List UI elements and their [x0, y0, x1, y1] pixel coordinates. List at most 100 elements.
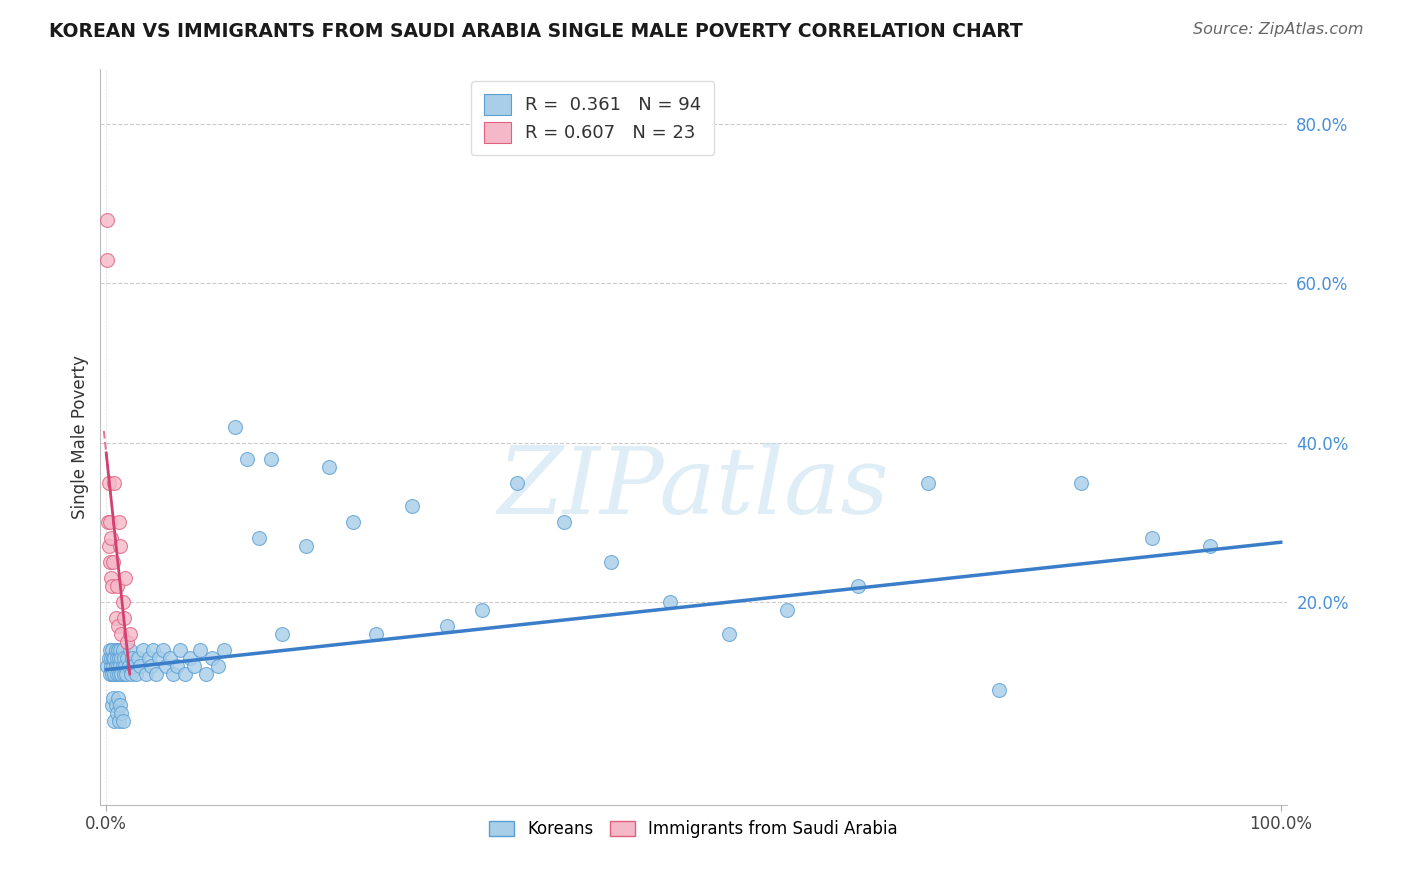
Point	[152, 642, 174, 657]
Point	[117, 634, 139, 648]
Point	[100, 571, 122, 585]
Point	[118, 627, 141, 641]
Point	[110, 666, 132, 681]
Point	[212, 642, 235, 657]
Point	[129, 658, 152, 673]
Point	[295, 539, 318, 553]
Point	[271, 627, 294, 641]
Point	[1140, 531, 1163, 545]
Point	[776, 603, 799, 617]
Point	[318, 459, 340, 474]
Point	[122, 658, 145, 673]
Point	[103, 690, 125, 705]
Point	[112, 666, 135, 681]
Legend: Koreans, Immigrants from Saudi Arabia: Koreans, Immigrants from Saudi Arabia	[482, 814, 904, 845]
Point	[103, 666, 125, 681]
Point	[107, 658, 129, 673]
Point	[138, 650, 160, 665]
Point	[179, 650, 201, 665]
Point	[115, 666, 138, 681]
Point	[148, 650, 170, 665]
Point	[110, 698, 132, 713]
Text: ZIPatlas: ZIPatlas	[498, 443, 890, 533]
Point	[224, 419, 246, 434]
Point	[124, 666, 146, 681]
Point	[188, 642, 211, 657]
Point	[103, 650, 125, 665]
Point	[101, 698, 124, 713]
Point	[135, 666, 157, 681]
Point	[98, 555, 121, 569]
Point	[104, 611, 127, 625]
Point	[127, 650, 149, 665]
Point	[917, 475, 939, 490]
Point	[117, 650, 139, 665]
Point	[112, 650, 135, 665]
Point	[436, 619, 458, 633]
Point	[120, 666, 142, 681]
Point	[121, 650, 143, 665]
Point	[108, 666, 131, 681]
Point	[142, 642, 165, 657]
Point	[108, 714, 131, 729]
Point	[105, 579, 128, 593]
Point	[166, 658, 188, 673]
Point	[108, 650, 131, 665]
Point	[110, 658, 132, 673]
Point	[96, 252, 118, 267]
Point	[107, 690, 129, 705]
Point	[1070, 475, 1092, 490]
Point	[195, 666, 218, 681]
Point	[114, 658, 136, 673]
Point	[104, 698, 127, 713]
Point	[174, 666, 197, 681]
Point	[103, 714, 125, 729]
Point	[110, 706, 132, 721]
Point	[103, 650, 125, 665]
Point	[101, 666, 124, 681]
Point	[110, 539, 132, 553]
Text: Source: ZipAtlas.com: Source: ZipAtlas.com	[1194, 22, 1364, 37]
Point	[107, 642, 129, 657]
Point	[107, 619, 129, 633]
Point	[104, 642, 127, 657]
Point	[366, 627, 388, 641]
Point	[600, 555, 623, 569]
Point	[111, 595, 134, 609]
Y-axis label: Single Male Poverty: Single Male Poverty	[72, 355, 89, 519]
Point	[259, 451, 281, 466]
Point	[101, 642, 124, 657]
Point	[471, 603, 494, 617]
Point	[159, 650, 181, 665]
Point	[236, 451, 259, 466]
Point	[97, 650, 120, 665]
Point	[111, 714, 134, 729]
Point	[183, 658, 205, 673]
Point	[131, 642, 153, 657]
Point	[139, 658, 162, 673]
Point	[145, 666, 167, 681]
Point	[118, 642, 141, 657]
Point	[117, 658, 139, 673]
Point	[111, 642, 134, 657]
Point	[105, 666, 128, 681]
Point	[717, 627, 740, 641]
Point	[108, 516, 131, 530]
Point	[105, 706, 128, 721]
Point	[110, 650, 132, 665]
Point	[114, 571, 136, 585]
Point	[169, 642, 191, 657]
Point	[110, 627, 132, 641]
Text: KOREAN VS IMMIGRANTS FROM SAUDI ARABIA SINGLE MALE POVERTY CORRELATION CHART: KOREAN VS IMMIGRANTS FROM SAUDI ARABIA S…	[49, 22, 1024, 41]
Point	[97, 475, 120, 490]
Point	[103, 658, 125, 673]
Point	[97, 539, 120, 553]
Point	[401, 500, 423, 514]
Point	[846, 579, 869, 593]
Point	[201, 650, 224, 665]
Point	[100, 658, 122, 673]
Point	[111, 658, 134, 673]
Point	[104, 658, 127, 673]
Point	[98, 516, 121, 530]
Point	[342, 516, 364, 530]
